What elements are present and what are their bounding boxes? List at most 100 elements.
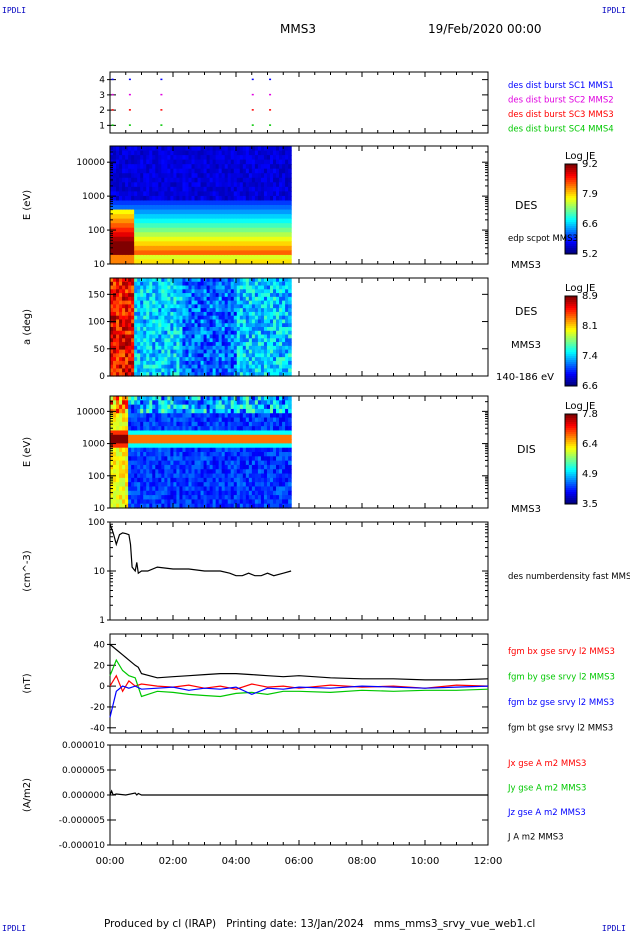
spectrogram-cell bbox=[279, 404, 283, 410]
spectrogram-cell bbox=[110, 400, 114, 406]
spectrogram-cell bbox=[116, 300, 120, 305]
spectrogram-cell bbox=[200, 360, 205, 366]
spectrogram-cell bbox=[221, 434, 226, 440]
spectrogram-cell bbox=[125, 254, 129, 261]
spectrogram-cell bbox=[215, 168, 220, 174]
spectrogram-cell bbox=[212, 413, 217, 419]
spectrogram-cell bbox=[257, 236, 262, 242]
spectrogram-cell bbox=[200, 490, 205, 496]
spectrogram-cell bbox=[167, 464, 171, 470]
spectrogram-cell bbox=[266, 490, 271, 496]
spectrogram-cell bbox=[242, 345, 247, 351]
spectrogram-cell bbox=[224, 404, 229, 410]
spectrogram-cell bbox=[209, 186, 214, 192]
spectrogram-cell bbox=[164, 413, 168, 419]
spectrogram-cell bbox=[188, 447, 193, 453]
spectrogram-cell bbox=[149, 289, 153, 294]
spectrogram-cell bbox=[161, 456, 165, 462]
spectrogram-cell bbox=[167, 300, 171, 305]
spectrogram-cell bbox=[143, 430, 147, 436]
spectrogram-cell bbox=[152, 486, 156, 492]
spectrogram-cell bbox=[269, 372, 274, 377]
spectrogram-cell bbox=[188, 368, 193, 373]
spectrogram-cell bbox=[164, 146, 168, 152]
colorbar-tick-label: 8.1 bbox=[582, 321, 598, 332]
spectrogram-cell bbox=[170, 396, 174, 401]
spectrogram-cell bbox=[233, 241, 238, 247]
spectrogram-cell bbox=[285, 338, 289, 343]
spectrogram-cell bbox=[200, 357, 205, 362]
spectrogram-cell bbox=[194, 499, 199, 505]
spectrogram-cell bbox=[212, 334, 217, 339]
spectrogram-cell bbox=[149, 486, 153, 492]
spectrogram-cell bbox=[279, 293, 283, 298]
spectrogram-cell bbox=[158, 315, 162, 321]
spectrogram-cell bbox=[140, 499, 144, 505]
spectrogram-cell bbox=[215, 417, 220, 423]
spectrogram-cell bbox=[236, 232, 241, 238]
spectrogram-cell bbox=[248, 200, 253, 206]
spectrogram-cell bbox=[131, 205, 135, 211]
spectrogram-cell bbox=[158, 259, 162, 265]
spectrogram-cell bbox=[122, 364, 126, 370]
spectrogram-cell bbox=[173, 503, 178, 509]
colorbar-tick-label: 8.9 bbox=[582, 291, 598, 302]
spectrogram-cell bbox=[116, 452, 120, 457]
spectrogram-cell bbox=[206, 338, 211, 343]
spectrogram-cell bbox=[248, 338, 253, 343]
spectrogram-cell bbox=[279, 200, 283, 206]
spectrogram-cell bbox=[128, 296, 132, 302]
spectrogram-cell bbox=[242, 182, 247, 188]
spectrogram-cell bbox=[137, 456, 141, 462]
spectrogram-cell bbox=[176, 404, 181, 410]
spectrogram-cell bbox=[179, 460, 184, 466]
spectrogram-cell bbox=[260, 345, 265, 351]
spectrogram-cell bbox=[155, 304, 159, 309]
spectrogram-cell bbox=[206, 426, 211, 432]
spectrogram-cell bbox=[158, 177, 162, 183]
spectrogram-cell bbox=[131, 173, 135, 179]
spectrogram-cell bbox=[161, 245, 165, 251]
spectrogram-cell bbox=[143, 214, 147, 220]
spectrogram-cell bbox=[273, 245, 277, 251]
spectrogram-cell bbox=[273, 214, 277, 220]
spectrogram-cell bbox=[248, 413, 253, 419]
spectrogram-cell bbox=[149, 400, 153, 406]
spectrogram-cell bbox=[158, 447, 162, 453]
spectrogram-cell bbox=[173, 439, 178, 444]
colorbar-tick-label: 5.2 bbox=[582, 249, 598, 260]
spectrogram-cell bbox=[203, 349, 208, 354]
spectrogram-cell bbox=[116, 315, 120, 321]
spectrogram-cell bbox=[182, 223, 187, 229]
spectrogram-cell bbox=[279, 400, 283, 406]
spectrogram-cell bbox=[276, 146, 280, 152]
spectrogram-cell bbox=[239, 296, 244, 302]
spectrogram-cell bbox=[188, 495, 193, 500]
spectrogram-cell bbox=[233, 342, 238, 347]
spectrogram-cell bbox=[233, 499, 238, 505]
spectrogram-cell bbox=[158, 293, 162, 298]
colorbar-cell bbox=[565, 300, 577, 303]
y-tick-label: 2 bbox=[99, 106, 105, 116]
spectrogram-cell bbox=[197, 159, 202, 165]
spectrogram-cell bbox=[260, 241, 265, 247]
spectrogram-cell bbox=[242, 311, 247, 317]
burst-marker bbox=[160, 109, 163, 111]
spectrogram-cell bbox=[248, 159, 253, 165]
spectrogram-cell bbox=[200, 345, 205, 351]
spectrogram-cell bbox=[131, 259, 135, 265]
spectrogram-cell bbox=[191, 495, 196, 500]
spectrogram-cell bbox=[176, 408, 181, 414]
y-axis-label: E (eV) bbox=[22, 190, 33, 220]
spectrogram-cell bbox=[155, 281, 159, 287]
spectrogram-cell bbox=[158, 250, 162, 256]
spectrogram-cell bbox=[254, 357, 259, 362]
spectrogram-cell bbox=[161, 338, 165, 343]
spectrogram-cell bbox=[182, 241, 187, 247]
spectrogram-cell bbox=[155, 168, 159, 174]
spectrogram-cell bbox=[122, 452, 126, 457]
spectrogram-cell bbox=[203, 357, 208, 362]
spectrogram-cell bbox=[203, 434, 208, 440]
spectrogram-cell bbox=[276, 289, 280, 294]
spectrogram-cell bbox=[279, 349, 283, 354]
